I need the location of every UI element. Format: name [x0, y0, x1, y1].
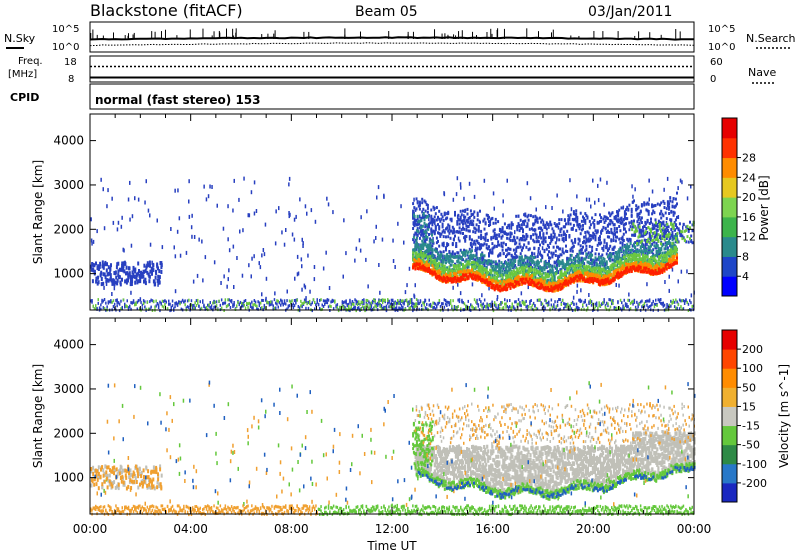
colorbar-tick-label: 100 [742, 362, 763, 375]
velocity-layer-strong-pos [94, 380, 696, 506]
colorbar-segment [722, 368, 737, 388]
colorbar-tick-label: 16 [742, 211, 756, 224]
beam-title: Beam 05 [355, 4, 418, 20]
frequency-left-tick-bottom: 8 [68, 74, 74, 85]
frequency-unit: [MHz] [8, 69, 37, 80]
colorbar-segment [722, 425, 737, 446]
date-title: 03/Jan/2011 [588, 4, 672, 20]
y-tick-label: 1000 [53, 267, 84, 281]
colorbar-segment [722, 463, 737, 484]
colorbar-tick-label: 8 [742, 250, 749, 263]
x-tick-label: 08:00 [274, 522, 309, 536]
frequency-label: Freq. [18, 56, 43, 67]
noise-right-tick-bottom: 10^0 [708, 42, 735, 53]
velocity-y-axis-label: Slant Range [km] [31, 364, 45, 468]
velocity-y-ticks: 1000 2000 3000 4000 [53, 338, 694, 485]
colorbar-segment [722, 387, 737, 407]
x-tick-label: 12:00 [375, 522, 410, 536]
noise-left-tick-top: 10^5 [52, 24, 79, 35]
y-tick-label: 1000 [53, 471, 84, 485]
frequency-right-tick-bottom: 0 [710, 74, 716, 85]
velocity-x-ticks: 00:00 04:00 08:00 12:00 16:00 20:00 00:00 [73, 318, 712, 536]
x-tick-label: 20:00 [576, 522, 611, 536]
frequency-left-tick-top: 18 [64, 57, 77, 68]
colorbar-segment [722, 216, 737, 238]
colorbar-segment [722, 197, 737, 218]
velocity-colorbar-frame [721, 329, 738, 503]
velocity-data-layers [90, 380, 696, 517]
x-tick-label: 00:00 [73, 522, 108, 536]
velocity-x-axis-label: Time UT [366, 539, 417, 553]
power-x-ticks [89, 114, 695, 310]
frequency-right-tick-top: 60 [710, 57, 723, 68]
power-data-layers [90, 176, 695, 313]
x-tick-label: 00:00 [677, 522, 712, 536]
noise-left-tick-bottom: 10^0 [52, 42, 79, 53]
nave-label: Nave [748, 66, 776, 79]
colorbar-tick-label: -100 [742, 458, 767, 471]
power-layer-scatter [90, 176, 695, 313]
y-tick-label: 2000 [53, 222, 84, 236]
y-tick-label: 4000 [53, 134, 84, 148]
cpid-frame [89, 83, 695, 110]
colorbar-tick-label: 50 [742, 381, 756, 394]
power-layer-peak [412, 256, 678, 293]
colorbar-segment [722, 276, 737, 297]
power-colorbar-label: Power [dB] [757, 175, 771, 240]
colorbar-tick-label: 15 [742, 400, 756, 413]
y-tick-label: 4000 [53, 338, 84, 352]
frequency-frame [89, 55, 695, 83]
power-y-ticks: 1000 2000 3000 4000 [53, 134, 694, 281]
noise-sky-series [89, 36, 694, 41]
velocity-colorbar-label: Velocity [m s^-1] [777, 364, 791, 468]
colorbar-tick-label: 28 [742, 152, 756, 165]
x-tick-label: 04:00 [173, 522, 208, 536]
colorbar-segment [722, 482, 737, 503]
colorbar-segment [722, 256, 737, 277]
noise-spikes [90, 28, 681, 39]
colorbar-tick-label: 12 [742, 231, 756, 244]
frequency-panel: Freq. [MHz] 18 8 60 0 Nave [8, 55, 776, 85]
x-tick-label: 16:00 [475, 522, 510, 536]
colorbar-tick-label: 20 [742, 191, 756, 204]
noise-right-tick-top: 10^5 [708, 24, 735, 35]
colorbar-tick-label: -15 [742, 420, 760, 433]
y-tick-label: 3000 [53, 382, 84, 396]
noise-right-label: N.Search [746, 32, 796, 45]
velocity-layer-negative [90, 382, 695, 517]
cpid-panel: CPID normal (fast stereo) 153 [10, 83, 695, 110]
colorbar-segment [722, 157, 737, 178]
y-tick-label: 3000 [53, 178, 84, 192]
noise-left-label: N.Sky [4, 32, 36, 45]
colorbar-tick-label: 200 [742, 343, 763, 356]
power-colorbar: 4 8 12 16 20 24 28 [722, 118, 756, 297]
y-tick-label: 2000 [53, 426, 84, 440]
power-panel: 1000 2000 3000 4000 Slant Range [km] 4 8 12 16… [31, 113, 771, 313]
colorbar-tick-label: 24 [742, 171, 756, 184]
station-title: Blackstone (fitACF) [90, 1, 243, 20]
colorbar-tick-label: 4 [742, 270, 749, 283]
colorbar-segment [722, 349, 737, 369]
colorbar-segment [722, 330, 737, 350]
noise-frame [89, 21, 695, 53]
colorbar-tick-label: -50 [742, 439, 760, 452]
cpid-label: CPID [10, 91, 39, 104]
power-y-axis-label: Slant Range [km] [31, 160, 45, 264]
noise-search-series [89, 42, 695, 47]
velocity-panel: 1000 2000 3000 4000 00:00 04:00 08:00 12:00 16:… [31, 317, 791, 553]
power-colorbar-frame [721, 117, 738, 297]
colorbar-segment [722, 177, 737, 198]
velocity-colorbar: 200 100 50 15 -15 -50 -100 -200 [722, 330, 767, 503]
colorbar-segment [722, 444, 737, 465]
colorbar-segment [722, 406, 737, 427]
colorbar-segment [722, 118, 737, 139]
colorbar-segment [722, 137, 737, 159]
colorbar-segment [722, 236, 737, 257]
cpid-value: normal (fast stereo) 153 [95, 93, 261, 107]
colorbar-tick-label: -200 [742, 477, 767, 490]
noise-panel: N.Sky 10^5 10^0 10^5 10^0 N.Search [4, 21, 796, 53]
